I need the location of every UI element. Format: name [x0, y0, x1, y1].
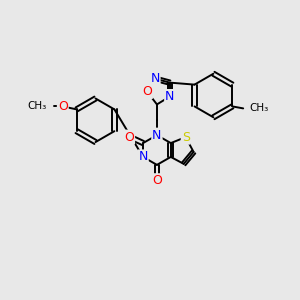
Text: O: O	[124, 130, 134, 144]
Text: O: O	[58, 100, 68, 113]
Text: O: O	[152, 174, 162, 187]
Text: O: O	[142, 85, 152, 98]
Text: N: N	[152, 129, 162, 142]
Text: CH₃: CH₃	[28, 101, 47, 111]
Text: CH₃: CH₃	[249, 103, 268, 113]
Text: S: S	[182, 130, 190, 144]
Text: N: N	[138, 150, 148, 164]
Text: N: N	[150, 72, 160, 85]
Text: N: N	[165, 90, 175, 103]
